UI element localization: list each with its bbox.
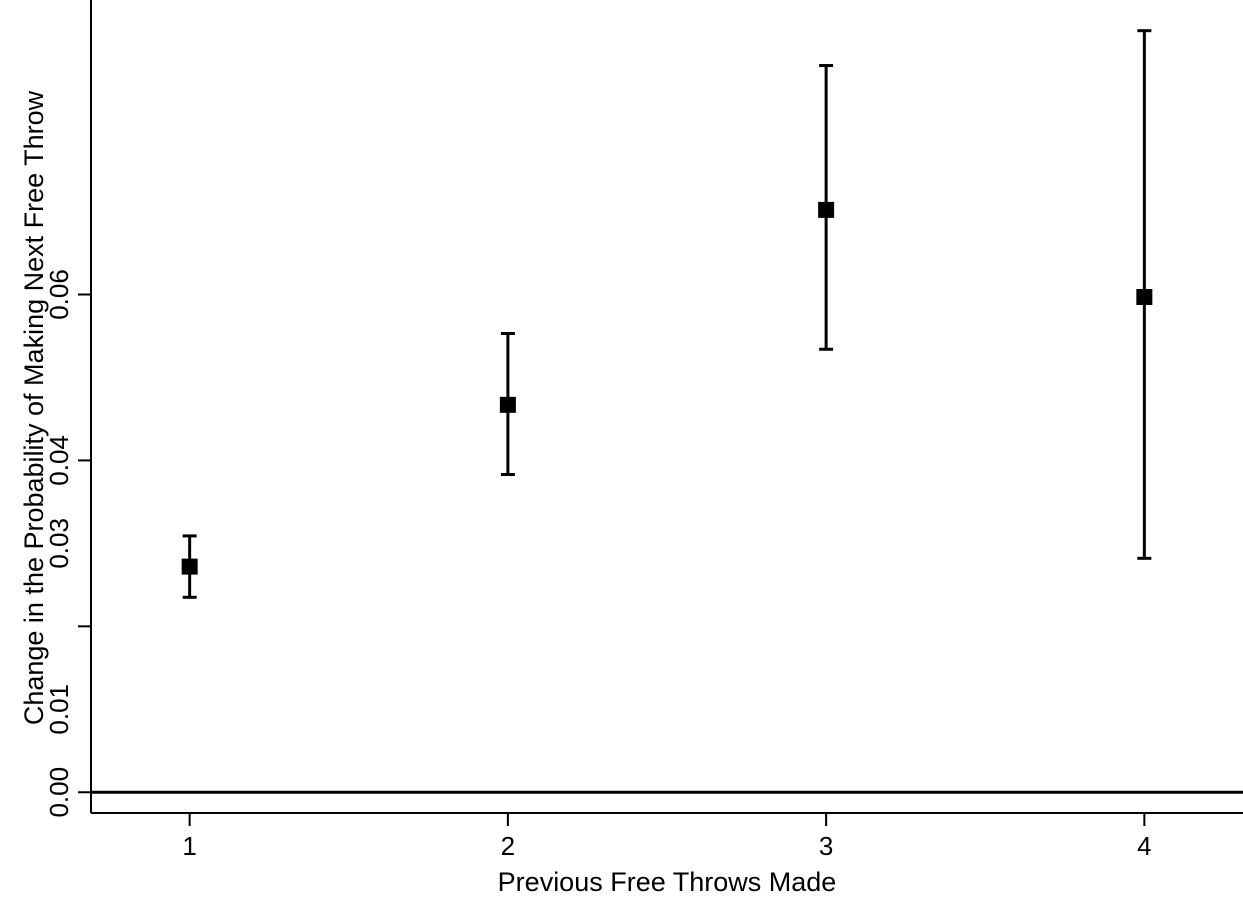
x-tick-label: 3	[819, 831, 833, 861]
x-tick-label: 4	[1137, 831, 1151, 861]
y-tick-label: 0.01	[44, 684, 74, 735]
data-point	[1136, 288, 1153, 305]
data-point	[181, 558, 198, 575]
y-axis-title: Change in the Probability of Making Next…	[19, 90, 49, 725]
y-tick-label: 0.00	[44, 767, 74, 818]
y-tick-label: 0.04	[44, 435, 74, 486]
x-axis-title: Previous Free Throws Made	[498, 867, 837, 897]
axes	[90, 0, 1243, 814]
y-tick-label: 0.06	[44, 269, 74, 320]
data-point	[818, 201, 835, 218]
x-tick-label: 2	[501, 831, 515, 861]
data-point	[499, 396, 516, 413]
axis-ticks: 1 2 3 4 0.00 0.01 0.03 0.04 0.06	[44, 269, 1152, 861]
y-tick-label: 0.03	[44, 518, 74, 569]
x-tick-label: 1	[182, 831, 196, 861]
data-marks	[181, 29, 1153, 599]
